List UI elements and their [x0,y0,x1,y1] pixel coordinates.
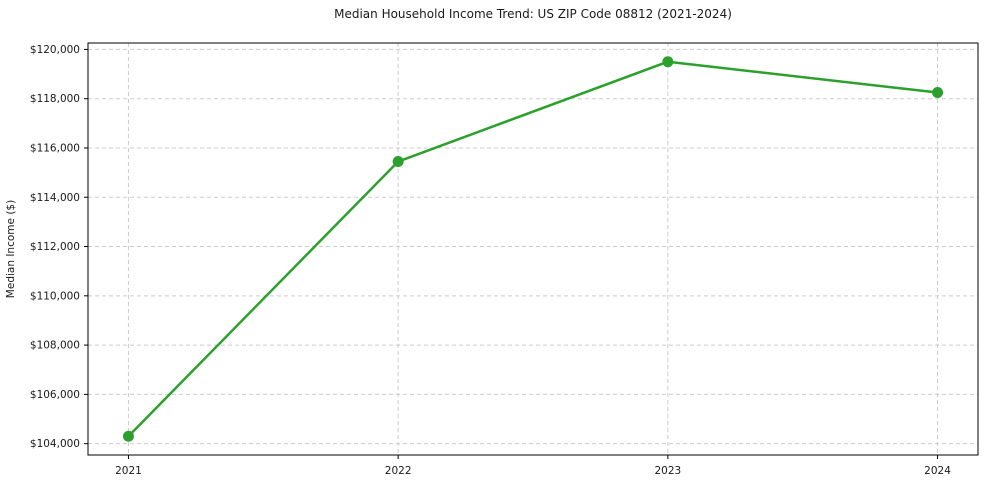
y-tick-label: $118,000 [30,93,80,105]
y-axis-label: Median Income ($) [5,200,17,298]
x-tick-label: 2022 [385,465,412,477]
data-point-2023 [662,56,674,68]
chart-title: Median Household Income Trend: US ZIP Co… [334,7,732,21]
x-tick-label: 2021 [115,465,142,477]
y-tick-label: $114,000 [30,192,80,204]
x-tick-label: 2023 [654,465,681,477]
plot-border [87,42,979,456]
y-tick-label: $116,000 [30,142,80,154]
y-tick-label: $120,000 [30,44,80,56]
y-tick-label: $104,000 [30,438,80,450]
data-point-2024 [932,87,944,99]
y-tick-label: $108,000 [30,340,80,352]
x-tick-label: 2024 [924,465,951,477]
y-tick-label: $110,000 [30,290,80,302]
data-point-2021 [122,430,134,442]
trend-line [127,60,939,438]
y-tick-label: $112,000 [30,241,80,253]
y-tick-label: $106,000 [30,389,80,401]
data-point-2022 [392,156,404,168]
